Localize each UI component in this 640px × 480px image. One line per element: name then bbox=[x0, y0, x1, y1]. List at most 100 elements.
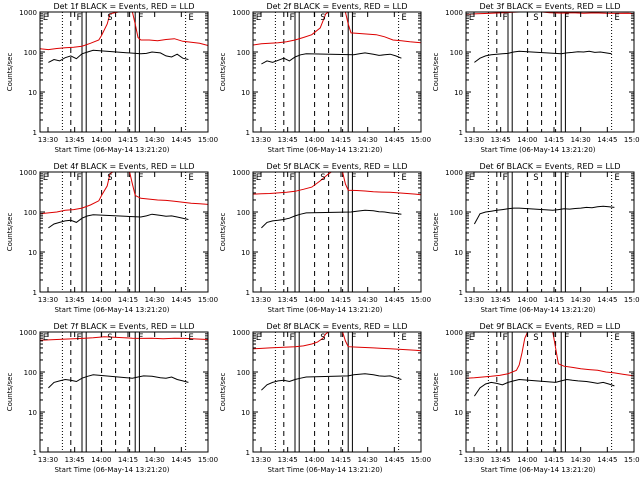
y-tick-label: 100 bbox=[24, 369, 37, 377]
chart-title: Det 1f BLACK = Events, RED = LLD bbox=[53, 2, 194, 11]
lld-series bbox=[39, 336, 209, 341]
plot-frame bbox=[465, 11, 635, 133]
segment-label: F bbox=[76, 13, 81, 23]
x-tick-label: 14:45 bbox=[384, 296, 404, 304]
segment-label: S bbox=[533, 333, 538, 343]
events-series bbox=[261, 209, 402, 229]
y-tick-label: 1000 bbox=[445, 169, 463, 177]
y-tick-label: 100 bbox=[450, 49, 463, 57]
y-tick-label: 100 bbox=[24, 209, 37, 217]
chart-panel-7: Det 7f BLACK = Events, RED = LLD E F S F E 1 10… bbox=[6, 322, 218, 474]
x-tick-label: 13:30 bbox=[38, 136, 58, 144]
x-tick-label: 14:45 bbox=[384, 456, 404, 464]
lld-series bbox=[252, 11, 422, 46]
x-tick-label: 14:30 bbox=[571, 456, 591, 464]
x-tick-label: 13:30 bbox=[38, 296, 58, 304]
segment-label: E bbox=[43, 333, 48, 343]
chart-title: Det 9f BLACK = Events, RED = LLD bbox=[479, 322, 620, 331]
x-tick-label: 14:45 bbox=[171, 456, 191, 464]
events-series bbox=[473, 378, 615, 397]
segment-label: E bbox=[401, 173, 406, 183]
segment-label: E bbox=[614, 173, 619, 183]
y-tick-label: 10 bbox=[28, 89, 37, 97]
y-tick-label: 1 bbox=[246, 449, 250, 457]
segment-label: F bbox=[76, 333, 81, 343]
segment-label: S bbox=[320, 333, 325, 343]
chart-title: Det 2f BLACK = Events, RED = LLD bbox=[266, 2, 407, 11]
chart-panel-6: Det 6f BLACK = Events, RED = LLD E F S F E 1 10… bbox=[432, 162, 640, 314]
y-tick-label: 100 bbox=[237, 209, 250, 217]
chart-panel-9: Det 9f BLACK = Events, RED = LLD E F S F E 1 10… bbox=[432, 322, 640, 474]
segment-label: F bbox=[289, 173, 294, 183]
segment-label: S bbox=[107, 173, 112, 183]
x-tick-label: 13:45 bbox=[65, 136, 85, 144]
y-tick-label: 10 bbox=[454, 409, 463, 417]
y-tick-label: 1 bbox=[459, 289, 463, 297]
x-tick-label: 14:30 bbox=[145, 136, 165, 144]
x-tick-label: 15:00 bbox=[624, 136, 640, 144]
plot-frame bbox=[252, 331, 422, 453]
segment-label: E bbox=[188, 333, 193, 343]
x-tick-label: 14:45 bbox=[171, 136, 191, 144]
y-tick-label: 10 bbox=[28, 249, 37, 257]
segment-label: E bbox=[256, 13, 261, 23]
x-axis-label: Start Time (06-May-14 13:21:20) bbox=[267, 306, 382, 314]
y-tick-label: 1000 bbox=[19, 169, 37, 177]
events-series bbox=[474, 50, 612, 63]
chart-title: Det 8f BLACK = Events, RED = LLD bbox=[266, 322, 407, 331]
x-tick-label: 14:45 bbox=[597, 296, 617, 304]
y-axis-label: Counts/sec bbox=[219, 53, 227, 92]
chart-title: Det 6f BLACK = Events, RED = LLD bbox=[479, 162, 620, 171]
y-tick-label: 1 bbox=[246, 289, 250, 297]
x-tick-label: 14:15 bbox=[118, 136, 138, 144]
x-tick-label: 13:45 bbox=[278, 296, 298, 304]
y-axis-label: Counts/sec bbox=[6, 53, 14, 92]
x-tick-label: 14:15 bbox=[544, 456, 564, 464]
x-tick-label: 14:00 bbox=[517, 136, 537, 144]
plot-frame bbox=[252, 11, 422, 133]
x-tick-label: 13:30 bbox=[464, 296, 484, 304]
x-tick-label: 15:00 bbox=[624, 456, 640, 464]
x-tick-label: 14:15 bbox=[331, 296, 351, 304]
chart-title: Det 3f BLACK = Events, RED = LLD bbox=[479, 2, 620, 11]
plot-frame bbox=[252, 171, 422, 293]
y-axis-label: Counts/sec bbox=[219, 213, 227, 252]
events-series bbox=[261, 52, 402, 65]
x-tick-label: 13:30 bbox=[251, 136, 271, 144]
x-tick-label: 13:45 bbox=[65, 296, 85, 304]
x-tick-label: 14:00 bbox=[517, 456, 537, 464]
segment-label: S bbox=[533, 13, 538, 23]
chart-panel-4: Det 4f BLACK = Events, RED = LLD E F S F E 1 10… bbox=[6, 162, 218, 314]
events-series bbox=[48, 374, 189, 389]
x-tick-label: 14:00 bbox=[91, 296, 111, 304]
y-axis-label: Counts/sec bbox=[219, 373, 227, 412]
x-tick-label: 15:00 bbox=[624, 296, 640, 304]
segment-label: E bbox=[256, 173, 261, 183]
segment-label: E bbox=[188, 173, 193, 183]
x-tick-label: 14:15 bbox=[331, 456, 351, 464]
chart-panel-8: Det 8f BLACK = Events, RED = LLD E F S F E 1 10… bbox=[219, 322, 431, 474]
x-axis-label: Start Time (06-May-14 13:21:20) bbox=[54, 466, 169, 474]
segment-label: F bbox=[564, 13, 569, 23]
segment-label: S bbox=[320, 173, 325, 183]
chart-panel-1: Det 1f BLACK = Events, RED = LLD E F S F E 1 10… bbox=[6, 2, 218, 154]
segment-label: E bbox=[401, 333, 406, 343]
segment-label: F bbox=[138, 173, 143, 183]
events-series bbox=[48, 213, 189, 229]
plot-frame bbox=[465, 331, 635, 453]
segment-label: S bbox=[107, 333, 112, 343]
segment-label: E bbox=[469, 173, 474, 183]
x-tick-label: 13:30 bbox=[464, 456, 484, 464]
y-tick-label: 10 bbox=[454, 249, 463, 257]
segment-label: F bbox=[351, 13, 356, 23]
chart-panel-3: Det 3f BLACK = Events, RED = LLD E F S F E 1 10… bbox=[432, 2, 640, 154]
y-tick-label: 100 bbox=[24, 49, 37, 57]
segment-label: F bbox=[351, 173, 356, 183]
x-tick-label: 13:30 bbox=[38, 456, 58, 464]
x-tick-label: 14:15 bbox=[118, 456, 138, 464]
x-tick-label: 13:45 bbox=[491, 456, 511, 464]
lld-series bbox=[39, 11, 209, 51]
y-tick-label: 1000 bbox=[19, 9, 37, 17]
segment-label: F bbox=[289, 333, 294, 343]
segment-label: F bbox=[564, 173, 569, 183]
